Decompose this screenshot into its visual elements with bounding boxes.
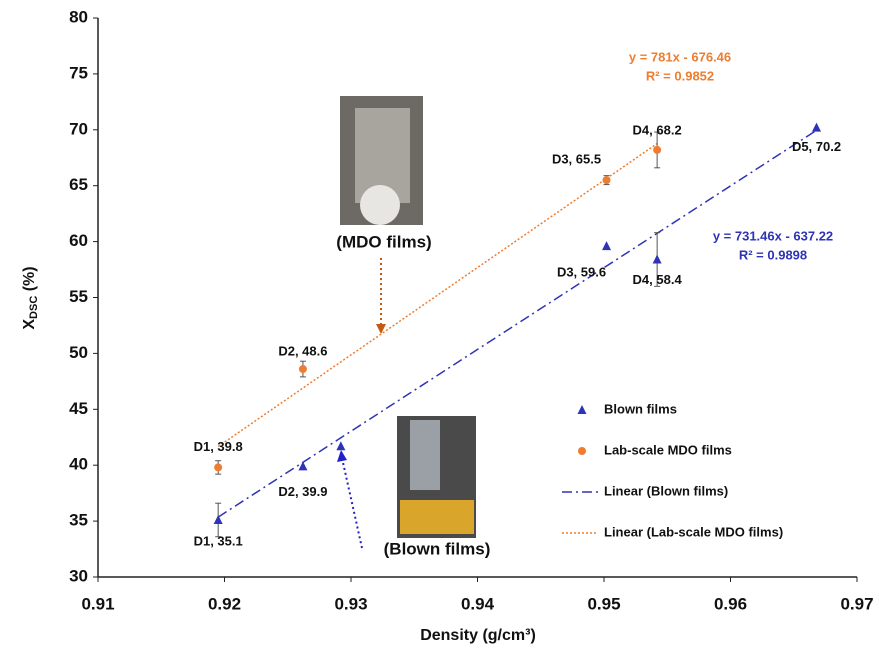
- x-tick-label: 0.93: [334, 594, 367, 613]
- annotation: (Blown films): [384, 539, 491, 558]
- data-label: D3, 65.5: [552, 152, 601, 167]
- point: [653, 146, 661, 154]
- y-axis-title-rest: (%): [21, 266, 38, 295]
- point: [602, 241, 611, 250]
- photo-blown-detail: [410, 420, 440, 490]
- y-tick-label: 30: [69, 566, 88, 585]
- data-label: D3, 59.6: [557, 265, 606, 280]
- trendline-equation: y = 731.46x - 637.22: [713, 228, 833, 243]
- point: [812, 123, 821, 132]
- annotation-arrow: [342, 458, 362, 548]
- x-tick-label: 0.92: [208, 594, 241, 613]
- y-tick-label: 35: [69, 511, 88, 530]
- data-label: D5, 70.2: [792, 139, 841, 154]
- data-label: D1, 39.8: [194, 439, 243, 454]
- data-label: D2, 39.9: [278, 484, 327, 499]
- y-axis-title-main: X: [21, 319, 38, 330]
- y-tick-label: 80: [69, 7, 88, 26]
- legend-label: Lab-scale MDO films: [604, 442, 732, 457]
- point: [214, 515, 223, 524]
- trendline-equation: y = 781x - 676.46: [629, 49, 731, 64]
- arrow-head: [337, 450, 347, 462]
- legend-label: Linear (Lab-scale MDO films): [604, 524, 783, 539]
- legend-label: Linear (Blown films): [604, 483, 728, 498]
- y-tick-label: 65: [69, 175, 88, 194]
- point: [299, 365, 307, 373]
- point: [653, 254, 662, 263]
- trendline-r2: R² = 0.9898: [739, 247, 807, 262]
- data-label: D4, 58.4: [633, 272, 683, 287]
- y-tick-label: 70: [69, 119, 88, 138]
- x-tick-label: 0.96: [714, 594, 747, 613]
- legend-marker: [578, 405, 587, 414]
- trendline: [218, 144, 657, 447]
- x-tick-label: 0.94: [461, 594, 495, 613]
- y-tick-label: 55: [69, 287, 88, 306]
- photo-blown-detail: [400, 500, 474, 534]
- photo-mdo-detail: [360, 185, 400, 225]
- x-tick-label: 0.91: [81, 594, 114, 613]
- point: [214, 463, 222, 471]
- x-tick-label: 0.97: [840, 594, 873, 613]
- trendline-r2: R² = 0.9852: [646, 68, 714, 83]
- trendline: [218, 130, 816, 517]
- data-label: D1, 35.1: [194, 533, 243, 548]
- chart: (MDO films) (Blown films) Density (g/cm³…: [0, 0, 879, 650]
- x-tick-label: 0.95: [587, 594, 620, 613]
- y-tick-label: 40: [69, 455, 88, 474]
- y-tick-label: 50: [69, 343, 88, 362]
- y-tick-label: 75: [69, 63, 88, 82]
- y-tick-label: 60: [69, 231, 88, 250]
- y-tick-label: 45: [69, 399, 88, 418]
- legend-label: Blown films: [604, 401, 677, 416]
- y-axis-title-sub: DSC: [28, 296, 40, 319]
- y-axis-title: XDSC (%): [21, 266, 40, 329]
- annotation: (MDO films): [336, 232, 431, 251]
- data-label: D2, 48.6: [278, 343, 327, 358]
- legend-marker: [578, 447, 586, 455]
- data-label: D4, 68.2: [633, 122, 682, 137]
- point: [336, 441, 345, 450]
- point: [298, 461, 307, 470]
- x-axis-title: Density (g/cm³): [420, 627, 536, 644]
- point: [603, 176, 611, 184]
